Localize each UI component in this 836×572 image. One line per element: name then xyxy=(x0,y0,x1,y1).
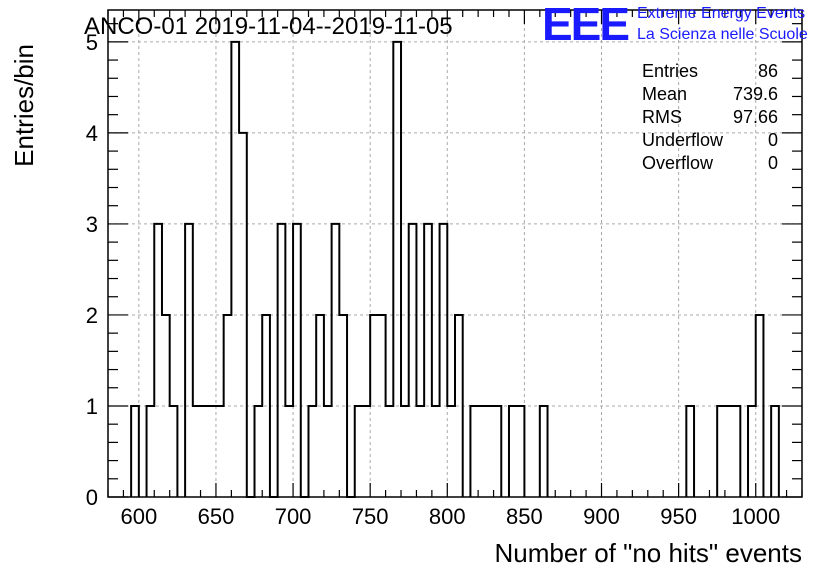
y-tick-label: 2 xyxy=(86,303,98,328)
histogram-bin xyxy=(733,406,741,497)
histogram-bin xyxy=(293,224,301,497)
histogram-bin xyxy=(424,224,432,497)
logo-mark: EEE xyxy=(542,0,628,50)
x-tick-label: 600 xyxy=(120,504,157,529)
stats-value: 97.66 xyxy=(733,107,778,127)
stats-value: 0 xyxy=(768,153,778,173)
logo-line-2: La Scienza nelle Scuole xyxy=(637,26,808,43)
histogram-bin xyxy=(725,406,733,497)
histogram-bin xyxy=(717,406,725,497)
histogram-bin xyxy=(147,406,155,497)
histogram-bin xyxy=(378,315,386,497)
histogram-bin xyxy=(416,406,424,497)
histogram-bin xyxy=(432,406,440,497)
stats-label: Overflow xyxy=(642,153,714,173)
histogram-bin xyxy=(756,315,764,497)
stats-value: 86 xyxy=(758,61,778,81)
stats-value: 0 xyxy=(768,130,778,150)
histogram-bin xyxy=(517,406,525,497)
x-tick-label: 950 xyxy=(660,504,697,529)
histogram-bin xyxy=(370,315,378,497)
plot-frame xyxy=(107,9,803,498)
histogram-bin xyxy=(262,315,270,497)
histogram-bin xyxy=(131,406,139,497)
stats-box: Entries 86 Mean 739.6 RMS 97.66 Underflow 0 Over… xyxy=(642,61,778,173)
y-tick-label: 3 xyxy=(86,212,98,237)
histogram-bin xyxy=(224,315,232,497)
histogram-bin xyxy=(478,406,486,497)
x-tick-label: 650 xyxy=(198,504,235,529)
stats-label: Entries xyxy=(642,61,698,81)
histogram-bin xyxy=(455,315,463,497)
x-tick-label: 850 xyxy=(506,504,543,529)
eee-logo: EEE Extreme Energy Events La Scienza nel… xyxy=(542,0,808,50)
histogram-bin xyxy=(162,315,170,497)
histogram-bin xyxy=(409,224,417,497)
y-tick-label: 4 xyxy=(86,121,98,146)
histogram-bin xyxy=(771,406,779,497)
logo-line-1: Extreme Energy Events xyxy=(637,5,805,22)
histogram-bin xyxy=(255,406,263,497)
histogram-bin xyxy=(278,224,286,497)
histogram-bin xyxy=(324,406,332,497)
x-tick-label: 900 xyxy=(583,504,620,529)
histogram-bars xyxy=(130,40,780,498)
y-axis-label: Entries/bin xyxy=(9,44,39,167)
histogram-bin xyxy=(154,224,162,497)
histogram-bin xyxy=(540,406,548,497)
histogram-bin xyxy=(339,315,347,497)
stats-label: Underflow xyxy=(642,130,724,150)
histogram-bin xyxy=(355,406,363,497)
histogram-bin xyxy=(447,406,455,497)
x-tick-label: 1000 xyxy=(731,504,780,529)
histogram-bin xyxy=(332,224,340,497)
histogram-bin xyxy=(470,406,478,497)
x-axis-ticks: 600 650 700 750 800 850 900 950 1000 xyxy=(107,10,803,529)
histogram-bin xyxy=(386,406,394,497)
histogram-bin xyxy=(393,42,401,497)
histogram-bin xyxy=(686,406,694,497)
histogram-bin xyxy=(362,406,370,497)
histogram-bin xyxy=(748,406,756,497)
histogram-bin xyxy=(509,406,517,497)
histogram-bin xyxy=(216,406,224,497)
chart-title: ANCO-01 2019-11-04--2019-11-05 xyxy=(84,13,453,40)
histogram-bin xyxy=(201,406,209,497)
histogram-bin xyxy=(231,42,239,497)
histogram-bin xyxy=(285,406,293,497)
histogram-bin xyxy=(308,406,316,497)
y-tick-label: 5 xyxy=(86,30,98,55)
y-tick-label: 0 xyxy=(86,485,98,510)
x-tick-label: 800 xyxy=(429,504,466,529)
histogram-bin xyxy=(440,224,448,497)
x-tick-label: 700 xyxy=(275,504,312,529)
histogram-bin xyxy=(401,406,409,497)
histogram-bin xyxy=(185,224,193,497)
histogram-bin xyxy=(193,406,201,497)
histogram-bin xyxy=(208,406,216,497)
x-axis-label: Number of "no hits" events xyxy=(495,538,803,568)
x-tick-label: 750 xyxy=(352,504,389,529)
stats-label: Mean xyxy=(642,84,687,104)
histogram-outline xyxy=(130,40,780,498)
y-axis-ticks: 0 1 2 3 4 5 xyxy=(86,23,802,510)
stats-label: RMS xyxy=(642,107,682,127)
histogram-bin xyxy=(316,315,324,497)
stats-value: 739.6 xyxy=(733,84,778,104)
histogram-bin xyxy=(494,406,502,497)
histogram-bin xyxy=(170,406,178,497)
histogram-bin xyxy=(486,406,494,497)
histogram-bin xyxy=(239,133,247,497)
y-tick-label: 1 xyxy=(86,394,98,419)
